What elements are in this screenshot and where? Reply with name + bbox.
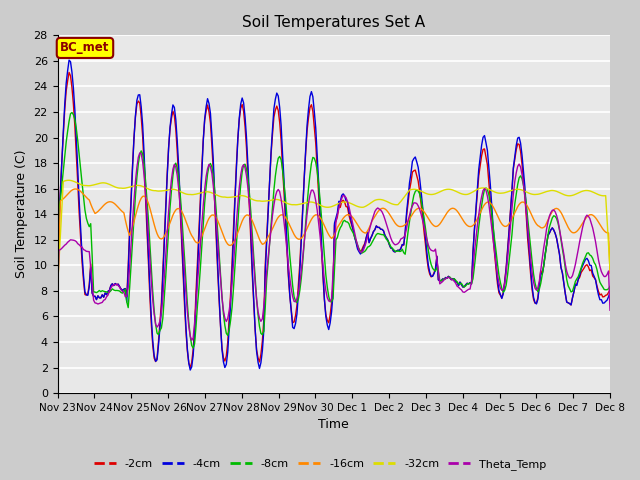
-16cm	[604, 230, 611, 236]
-2cm	[532, 300, 540, 306]
Theta_Temp	[90, 297, 97, 303]
-8cm	[74, 138, 81, 144]
Line: -16cm: -16cm	[58, 189, 610, 297]
-8cm	[605, 286, 612, 292]
-8cm	[91, 289, 99, 295]
Legend: -2cm, -4cm, -8cm, -16cm, -32cm, Theta_Temp: -2cm, -4cm, -8cm, -16cm, -32cm, Theta_Te…	[89, 455, 551, 474]
Theta_Temp	[188, 337, 195, 343]
-2cm	[54, 240, 61, 246]
X-axis label: Time: Time	[318, 419, 349, 432]
-16cm	[54, 294, 61, 300]
Line: -8cm: -8cm	[58, 112, 610, 348]
Theta_Temp	[72, 239, 80, 244]
-16cm	[339, 216, 347, 221]
-16cm	[74, 187, 81, 192]
-32cm	[339, 199, 347, 205]
Theta_Temp	[54, 295, 61, 301]
Theta_Temp	[606, 307, 614, 313]
Line: -4cm: -4cm	[58, 60, 610, 370]
-32cm	[65, 178, 73, 183]
Theta_Temp	[340, 193, 348, 199]
-2cm	[606, 287, 614, 293]
Theta_Temp	[136, 150, 143, 156]
Theta_Temp	[451, 278, 458, 284]
Line: Theta_Temp: Theta_Temp	[58, 153, 610, 340]
-32cm	[449, 187, 456, 193]
-4cm	[340, 193, 348, 199]
-2cm	[91, 293, 99, 299]
Y-axis label: Soil Temperature (C): Soil Temperature (C)	[15, 150, 28, 278]
-4cm	[91, 293, 99, 299]
-32cm	[531, 192, 539, 197]
Theta_Temp	[605, 268, 612, 274]
-2cm	[340, 199, 348, 205]
-32cm	[604, 217, 611, 223]
-2cm	[74, 180, 81, 185]
-16cm	[606, 270, 614, 276]
Title: Soil Temperatures Set A: Soil Temperatures Set A	[242, 15, 426, 30]
Line: -2cm: -2cm	[58, 72, 610, 368]
-4cm	[74, 165, 81, 171]
-32cm	[606, 267, 614, 273]
-4cm	[186, 367, 194, 373]
-4cm	[532, 301, 540, 307]
Line: -32cm: -32cm	[58, 180, 610, 288]
-16cm	[449, 205, 456, 211]
-32cm	[54, 285, 61, 291]
-8cm	[451, 276, 458, 282]
-2cm	[186, 365, 194, 371]
-32cm	[91, 182, 99, 188]
-8cm	[532, 286, 540, 292]
-8cm	[189, 345, 197, 351]
-32cm	[74, 180, 81, 186]
-4cm	[54, 243, 61, 249]
Theta_Temp	[532, 288, 540, 293]
-4cm	[606, 290, 614, 296]
-8cm	[54, 300, 61, 306]
-8cm	[340, 217, 348, 223]
-8cm	[606, 284, 614, 289]
-4cm	[65, 57, 73, 63]
Text: BC_met: BC_met	[60, 41, 109, 54]
-4cm	[451, 276, 458, 282]
-16cm	[531, 219, 539, 225]
-16cm	[71, 186, 79, 192]
-2cm	[605, 289, 612, 295]
-4cm	[605, 294, 612, 300]
-2cm	[65, 70, 73, 75]
-2cm	[451, 276, 458, 282]
-16cm	[91, 211, 99, 216]
-8cm	[68, 109, 76, 115]
